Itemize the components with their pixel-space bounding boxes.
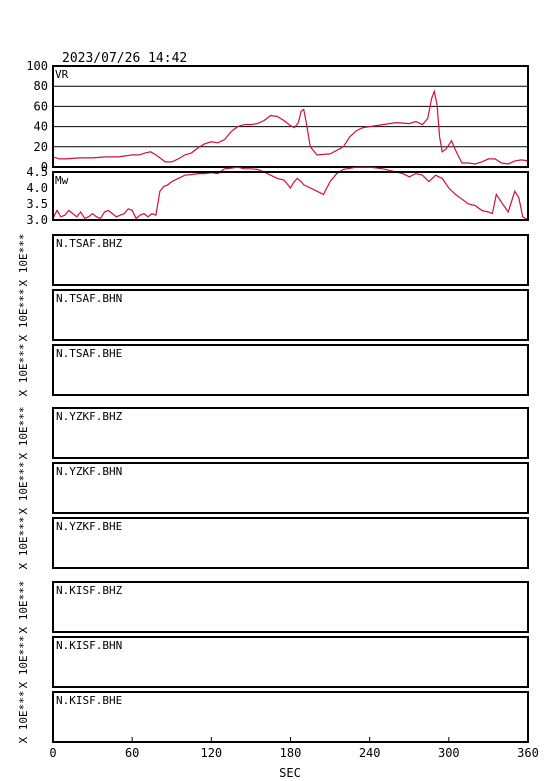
vr-panel: 0 20 40 60 80 100 VR (26, 59, 529, 174)
x-tick-label: 0 (49, 746, 56, 760)
station-y-label: X 10E*** (17, 234, 30, 287)
mw-panel: 3.0 3.5 4.0 4.5 Mw (26, 165, 529, 227)
x-axis-label: SEC (279, 766, 301, 780)
station-y-label: X 10E*** (17, 636, 30, 689)
y-tick-label: 3.0 (26, 213, 48, 227)
station-name: N.YZKF.BHE (56, 520, 122, 533)
mw-series-line (52, 166, 529, 221)
vr-label: VR (55, 68, 69, 81)
x-tick-label: 300 (438, 746, 460, 760)
station-panel-frame (52, 462, 529, 514)
station-name: N.TSAF.BHE (56, 347, 122, 360)
station-y-label: X 10E*** (17, 462, 30, 515)
y-tick-label: 60 (34, 99, 48, 113)
station-panel-frame (52, 344, 529, 396)
station-y-label: X 10E*** (17, 344, 30, 397)
x-tick-label: 120 (200, 746, 222, 760)
y-tick-label: 0 (41, 160, 48, 174)
x-tick-label: 240 (359, 746, 381, 760)
y-tick-label: 100 (26, 59, 48, 73)
y-tick-label: 4.0 (26, 181, 48, 195)
station-name: N.KISF.BHN (56, 639, 122, 652)
station-panel-frame (52, 691, 529, 743)
x-tick-label: 60 (125, 746, 139, 760)
y-tick-label: 3.5 (26, 197, 48, 211)
station-panel-frame (52, 407, 529, 459)
mw-label: Mw (55, 174, 69, 187)
station-name: N.YZKF.BHN (56, 465, 122, 478)
station-panels: N.TSAF.BHZ X 10E*** N.TSAF.BHN X 10E*** N.TS… (17, 234, 529, 744)
station-name: N.YZKF.BHZ (56, 410, 123, 423)
timestamp: 2023/07/26 14:42 (62, 51, 187, 66)
station-panel-frame (52, 289, 529, 341)
mw-frame (52, 171, 529, 221)
vr-frame (52, 65, 529, 168)
y-tick-label: 40 (34, 120, 48, 134)
station-panel-frame (52, 636, 529, 688)
station-panel-frame (52, 234, 529, 286)
station-name: N.TSAF.BHZ (56, 237, 123, 250)
station-y-label: X 10E*** (17, 407, 30, 460)
station-panel-frame (52, 517, 529, 569)
station-name: N.KISF.BHE (56, 694, 122, 707)
station-y-label: X 10E*** (17, 289, 30, 342)
station-panel-frame (52, 581, 529, 633)
y-tick-label: 80 (34, 79, 48, 93)
x-tick-label: 360 (517, 746, 539, 760)
x-axis: 0 60 120 180 240 300 360 (49, 737, 539, 760)
y-tick-label: 20 (34, 140, 48, 154)
station-name: N.KISF.BHZ (56, 584, 123, 597)
x-tick-label: 180 (280, 746, 302, 760)
y-tick-label: 4.5 (26, 165, 48, 179)
station-name: N.TSAF.BHN (56, 292, 122, 305)
vr-series-line (52, 89, 529, 165)
station-y-label: X 10E*** (17, 581, 30, 634)
station-y-label: X 10E*** (17, 517, 30, 570)
station-y-label: X 10E*** (17, 691, 30, 744)
